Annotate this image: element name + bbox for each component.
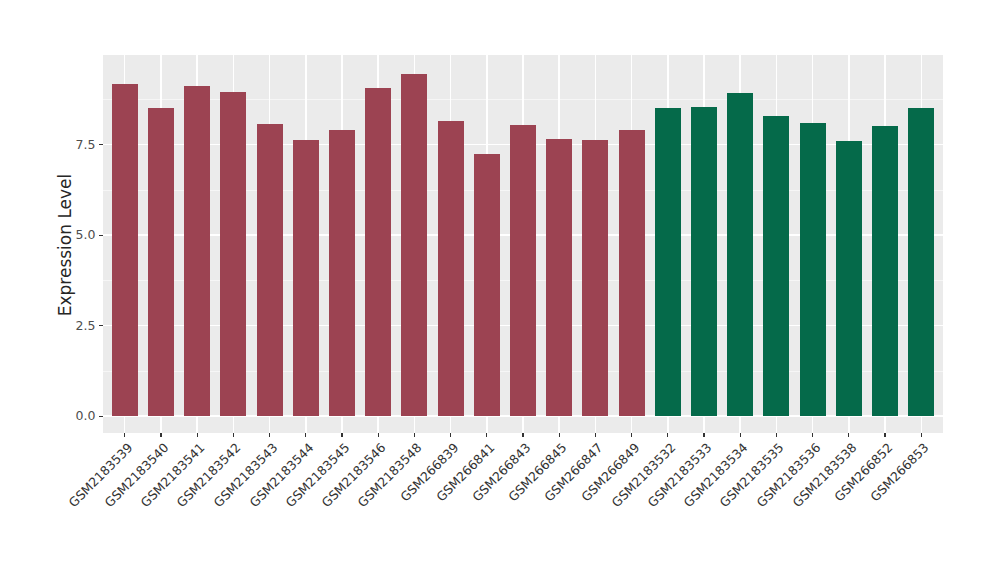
bar-GSM2183535 xyxy=(763,116,789,416)
bar-GSM2183542 xyxy=(220,92,246,416)
x-tick-mark xyxy=(522,433,523,437)
bar-GSM2183543 xyxy=(257,124,283,416)
bar-GSM2183546 xyxy=(365,88,391,416)
x-tick-mark xyxy=(559,433,560,437)
x-tick-mark xyxy=(269,433,270,437)
x-tick-mark xyxy=(450,433,451,437)
y-tick-mark xyxy=(99,235,103,236)
x-tick-mark xyxy=(703,433,704,437)
plot-panel xyxy=(103,55,943,433)
y-tick-label: 0.0 xyxy=(52,408,96,424)
bar-GSM266852 xyxy=(872,126,898,416)
y-tick-label: 2.5 xyxy=(52,318,96,334)
x-tick-mark xyxy=(124,433,125,437)
x-tick-mark xyxy=(160,433,161,437)
x-tick-mark xyxy=(305,433,306,437)
x-tick-mark xyxy=(921,433,922,437)
bar-GSM2183545 xyxy=(329,130,355,416)
bar-GSM2183544 xyxy=(293,140,319,416)
x-tick-mark xyxy=(486,433,487,437)
y-tick-label: 5.0 xyxy=(52,227,96,243)
bar-GSM266847 xyxy=(582,140,608,416)
x-tick-mark xyxy=(233,433,234,437)
x-tick-mark xyxy=(197,433,198,437)
bar-GSM2183540 xyxy=(148,108,174,416)
y-tick-mark xyxy=(99,144,103,145)
x-tick-mark xyxy=(341,433,342,437)
x-tick-mark xyxy=(631,433,632,437)
bar-GSM2183532 xyxy=(655,108,681,416)
bar-GSM2183536 xyxy=(800,123,826,416)
x-tick-mark xyxy=(884,433,885,437)
x-tick-mark xyxy=(812,433,813,437)
x-tick-mark xyxy=(595,433,596,437)
y-tick-mark xyxy=(99,416,103,417)
bar-GSM266853 xyxy=(908,108,934,416)
y-tick-label: 7.5 xyxy=(52,137,96,153)
bar-GSM266849 xyxy=(619,130,645,416)
bar-GSM266841 xyxy=(474,154,500,416)
x-tick-mark xyxy=(740,433,741,437)
x-tick-mark xyxy=(848,433,849,437)
bar-GSM266843 xyxy=(510,125,536,416)
x-tick-mark xyxy=(667,433,668,437)
x-tick-mark xyxy=(378,433,379,437)
bar-GSM2183533 xyxy=(691,107,717,416)
x-tick-mark xyxy=(414,433,415,437)
bar-GSM2183548 xyxy=(401,74,427,416)
x-tick-mark xyxy=(776,433,777,437)
bar-GSM266845 xyxy=(546,139,572,416)
y-tick-mark xyxy=(99,325,103,326)
bar-GSM2183541 xyxy=(184,86,210,416)
bar-GSM266839 xyxy=(438,121,464,416)
bar-GSM2183534 xyxy=(727,93,753,416)
expression-bar-chart: Expression Level 0.02.55.07.5 GSM2183539… xyxy=(0,0,1000,580)
bar-GSM2183539 xyxy=(112,84,138,416)
bar-GSM2183538 xyxy=(836,141,862,416)
